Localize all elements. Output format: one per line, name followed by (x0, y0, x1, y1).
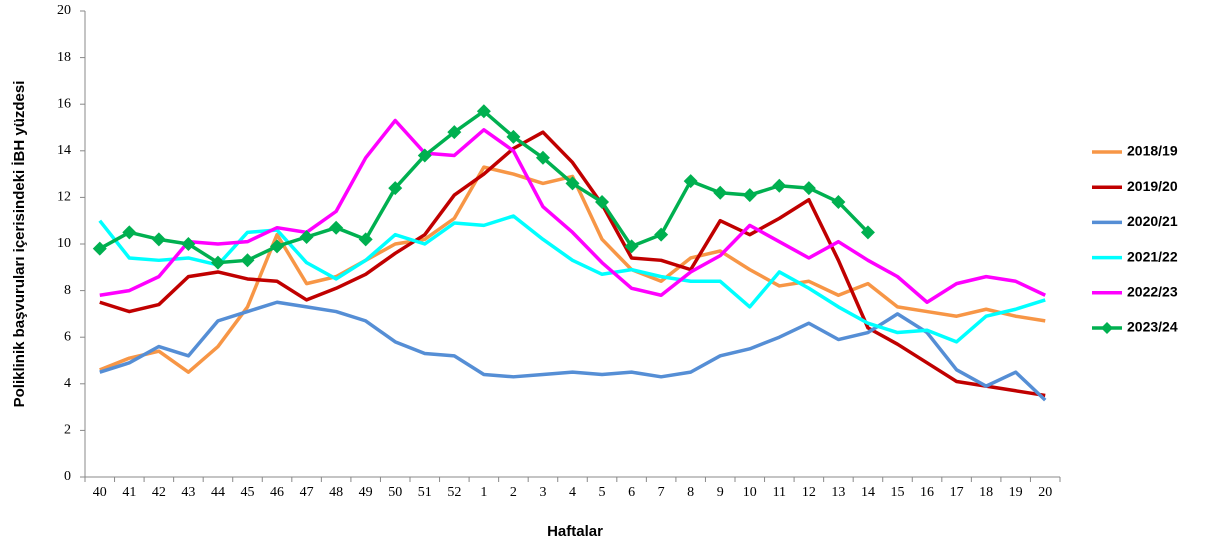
marker (299, 230, 314, 245)
x-tick-label: 6 (628, 485, 635, 500)
x-tick-label: 49 (359, 485, 373, 500)
marker (358, 232, 373, 247)
marker (506, 129, 521, 144)
marker (329, 220, 344, 235)
marker (181, 237, 196, 251)
series-line (99, 300, 1047, 402)
marker (447, 125, 462, 140)
y-tick-label: 10 (57, 236, 71, 251)
x-tick-label: 13 (831, 485, 845, 500)
series-line (99, 118, 1046, 304)
x-tick-label: 16 (920, 485, 934, 500)
x-tick-label: 17 (950, 485, 964, 500)
marker (801, 181, 816, 196)
marker (388, 181, 403, 196)
legend-label: 2022/23 (1127, 284, 1178, 300)
x-tick-label: 9 (717, 485, 724, 500)
legend-label: 2018/19 (1127, 143, 1178, 159)
marker (535, 150, 550, 165)
x-tick-label: 2 (510, 485, 517, 500)
marker (683, 174, 698, 189)
marker (476, 104, 491, 119)
x-tick-label: 51 (418, 485, 432, 500)
y-tick-label: 18 (57, 50, 71, 65)
marker (713, 185, 728, 200)
x-tick-label: 8 (687, 485, 694, 500)
x-tick-label: 14 (861, 485, 875, 500)
x-tick-label: 50 (388, 485, 402, 500)
legend-label: 2019/20 (1127, 178, 1178, 194)
marker (565, 176, 580, 191)
marker (654, 227, 669, 242)
x-tick-label: 40 (93, 485, 107, 500)
x-tick-label: 52 (447, 485, 461, 500)
x-axis-title: Haftalar (547, 523, 603, 540)
marker (742, 188, 757, 203)
x-tick-label: 47 (300, 485, 314, 500)
series-line (98, 214, 1046, 344)
y-tick-label: 16 (57, 96, 71, 111)
y-tick-label: 8 (64, 283, 71, 298)
marker (860, 225, 875, 240)
series-line (99, 165, 1046, 374)
x-tick-label: 48 (329, 485, 343, 500)
x-tick-label: 1 (480, 485, 487, 500)
marker (122, 225, 137, 240)
y-tick-label: 20 (57, 3, 71, 18)
x-tick-label: 3 (539, 485, 546, 500)
marker (240, 253, 255, 268)
legend-marker (1101, 322, 1113, 334)
x-tick-label: 12 (802, 485, 816, 500)
y-tick-label: 6 (64, 329, 71, 344)
x-tick-label: 7 (658, 485, 665, 500)
legend-label: 2020/21 (1127, 213, 1178, 229)
x-tick-label: 41 (122, 485, 136, 500)
x-tick-label: 42 (152, 485, 166, 500)
x-tick-label: 5 (599, 485, 606, 500)
marker (92, 241, 107, 256)
y-tick-label: 14 (57, 143, 71, 158)
x-tick-label: 11 (773, 485, 786, 500)
x-tick-label: 4 (569, 485, 576, 500)
y-tick-label: 12 (57, 190, 71, 205)
marker (772, 178, 787, 193)
legend-label: 2023/24 (1127, 319, 1178, 335)
x-tick-label: 43 (181, 485, 195, 500)
legend-label: 2021/22 (1127, 248, 1178, 264)
y-tick-label: 0 (64, 469, 71, 484)
marker (210, 255, 225, 270)
y-axis-title: Poliklinik başvuruları içerisindeki İBH … (11, 81, 28, 408)
x-tick-label: 10 (743, 485, 757, 500)
x-tick-label: 18 (979, 485, 993, 500)
marker (831, 195, 846, 210)
x-tick-label: 45 (241, 485, 255, 500)
x-tick-label: 19 (1009, 485, 1023, 500)
x-tick-label: 44 (211, 485, 225, 500)
x-tick-label: 15 (891, 485, 905, 500)
series-line (98, 109, 870, 265)
x-tick-label: 46 (270, 485, 284, 500)
marker (417, 148, 432, 163)
marker (151, 232, 166, 247)
series-line (99, 130, 1046, 398)
y-tick-label: 4 (64, 376, 71, 391)
marker (624, 239, 639, 254)
marker (595, 195, 610, 210)
x-tick-label: 20 (1038, 485, 1052, 500)
y-tick-label: 2 (64, 423, 71, 438)
marker (270, 239, 285, 254)
